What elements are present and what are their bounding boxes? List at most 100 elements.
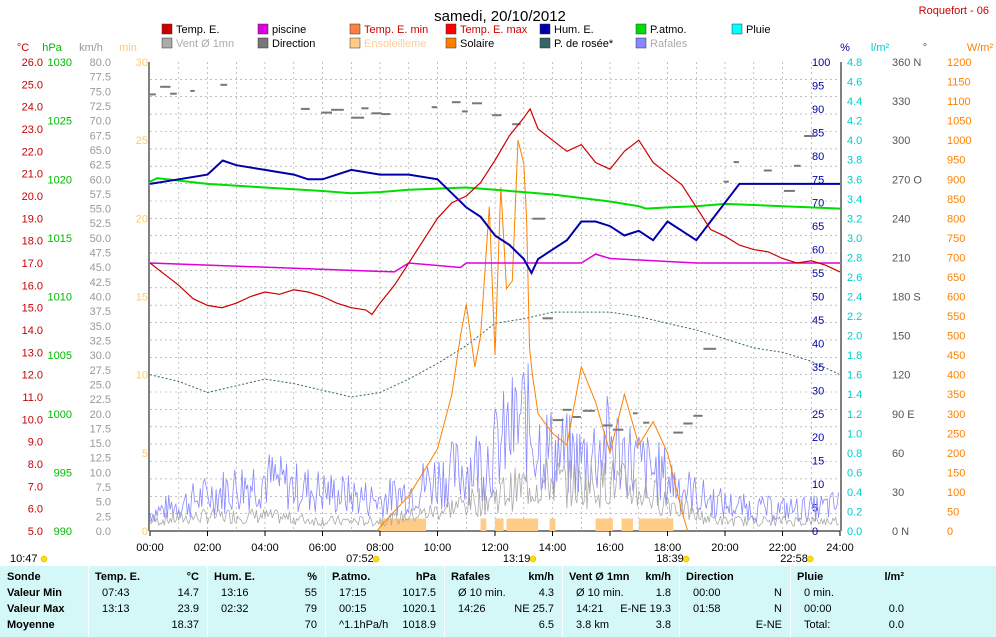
axis-tick-label: 100: [812, 57, 830, 69]
legend-item-patmo: P.atmo.: [635, 23, 687, 36]
axis-tick-label: 15: [136, 292, 148, 304]
legend-label: Direction: [272, 38, 315, 50]
axis-tick-label: 2.5: [96, 511, 111, 523]
axis-tick-label: 2.0: [847, 331, 862, 343]
stats-header: Sonde: [0, 569, 88, 585]
stats-column-1: Temp. E. °C 07:43 14.7 13:13 23.9 18.37: [88, 566, 208, 637]
legend-label: Temp. E.: [176, 24, 219, 36]
axis-tick-label: 200: [947, 448, 965, 460]
axis-tick-label: 0.0: [96, 526, 111, 538]
stats-cell-label: Valeur Min: [7, 587, 63, 599]
stats-row: Total: 0.0: [790, 617, 912, 633]
axis-unit: l/m²: [871, 42, 890, 54]
stats-title: Direction: [686, 571, 734, 583]
axis-tick-label: 1.2: [847, 409, 862, 421]
axis-tick-label: 45: [812, 315, 824, 327]
legend-label: P. de rosée*: [554, 38, 614, 50]
ensoleillement-bar: [621, 518, 633, 531]
axis-tick-label: 1010: [48, 292, 72, 304]
stats-cell-value: 23.9: [177, 603, 199, 615]
stats-row: 70: [207, 617, 325, 633]
axis-tick-label: 15.0: [22, 303, 43, 315]
series-hum: [149, 159, 840, 276]
axis-tick-label: 90: [812, 104, 824, 116]
stats-column-5: Vent Ø 1mn km/h Ø 10 min. 1.8 14:21 E-NE 19.3…: [562, 566, 680, 637]
x-tick-label: 22:00: [769, 542, 797, 554]
legend-swatch: [349, 37, 361, 49]
axis-tick-label: 0: [812, 526, 818, 538]
axis-Wm-right: W/m² 0 50 100 150 200 250 300 350 400 450 500 550 600…: [947, 42, 993, 538]
stats-cell-label: Valeur Max: [7, 603, 65, 615]
stats-cell-value: 3.8: [655, 619, 671, 631]
stats-row: 02:32 79: [207, 601, 325, 617]
axis-tick-label: 330: [892, 96, 910, 108]
axis-tick-label: 80.0: [90, 57, 111, 69]
stats-cell-value: N: [774, 587, 782, 599]
axis-tick-label: 0 N: [892, 526, 909, 538]
axis-tick-label: 60: [812, 245, 824, 257]
axis-tick-label: 1.4: [847, 389, 862, 401]
legend-item-rosee: P. de rosée*: [539, 37, 614, 50]
sun-event-0752: 07:52: [346, 553, 380, 565]
stats-cell-value: 14.7: [177, 587, 199, 599]
sun-event-2258: 22:58: [780, 553, 814, 565]
axis-tick-label: 1.0: [847, 428, 862, 440]
axis-tick-label: 90 E: [892, 409, 915, 421]
stats-title: Hum. E.: [214, 571, 255, 583]
axis-unit: km/h: [79, 42, 103, 54]
stats-row: 14:21 E-NE 19.3: [562, 601, 679, 617]
stats-row: 01:58 N: [679, 601, 790, 617]
x-tick-label: 08:00: [366, 542, 394, 554]
axis-tick-label: 4.2: [847, 116, 862, 128]
axis-tick-label: 20.0: [90, 409, 111, 421]
axis-tick-label: 4.8: [847, 57, 862, 69]
axis-tick-label: 67.5: [90, 130, 111, 142]
stats-cell-value: 79: [304, 603, 317, 615]
series-patmo: [149, 177, 841, 210]
axis-tick-label: 22.0: [22, 146, 43, 158]
stats-cell-value: 6.5: [538, 619, 554, 631]
axis-tick-label: 1000: [48, 409, 72, 421]
axis-tick-label: 1.8: [847, 350, 862, 362]
axis-tick-label: 2.8: [847, 252, 862, 264]
axis-tick-label: 2.4: [847, 292, 862, 304]
axis-tick-label: 20: [136, 213, 148, 225]
legend-item-vent: Vent Ø 1mn: [161, 37, 234, 50]
series-rosee: [149, 311, 841, 398]
stats-unit: km/h: [528, 571, 554, 583]
legend-item-pluie: Pluie: [731, 23, 770, 36]
axis-tick-label: 10.0: [90, 467, 111, 479]
axis-tick-label: 120: [892, 370, 910, 382]
stats-row: 07:43 14.7: [88, 585, 207, 601]
sun-event-label: 22:58: [780, 553, 808, 565]
axis-tick-label: 22.5: [90, 394, 111, 406]
sun-event-label: 18:39: [656, 553, 684, 565]
legend-swatch: [161, 37, 173, 49]
axis-tick-label: 55.0: [90, 204, 111, 216]
axis-tick-label: 800: [947, 213, 965, 225]
axis-tick-label: 20: [812, 432, 824, 444]
x-tick-label: 16:00: [596, 542, 624, 554]
axis-tick-label: 1030: [48, 57, 72, 69]
axis-tick-label: 3.2: [847, 213, 862, 225]
stats-row: E-NE: [679, 617, 790, 633]
legend-swatch: [539, 23, 551, 35]
stats-header: P.atmo. hPa: [325, 569, 444, 585]
axis--right: ° 0 N 30 60 90 E 120 150 180 S 210 240 270 O 300 330…: [892, 42, 927, 538]
stats-unit: %: [307, 571, 317, 583]
stats-unit: hPa: [415, 571, 436, 583]
axis-tick-label: 60.0: [90, 174, 111, 186]
x-tick-label: 02:00: [194, 542, 222, 554]
ensoleillement-bar: [495, 518, 504, 531]
axis-tick-label: 210: [892, 252, 910, 264]
axis-tick-label: 0.0: [847, 526, 862, 538]
series-temp: [149, 107, 841, 316]
axis-tick-label: 0.6: [847, 467, 862, 479]
stats-title: Sonde: [7, 571, 41, 583]
chart-title: samedi, 20/10/2012: [434, 8, 566, 25]
stats-column-0: Sonde Valeur Min Valeur Max Moyenne: [0, 566, 89, 637]
stats-cell-label: Ø 10 min.: [458, 587, 506, 599]
stats-row: 13:16 55: [207, 585, 325, 601]
axis-hPa-left: hPa 990 995 1000 1005 1010 1015 1020 1025 1030: [42, 42, 72, 538]
stats-cell-label: Moyenne: [7, 619, 55, 631]
